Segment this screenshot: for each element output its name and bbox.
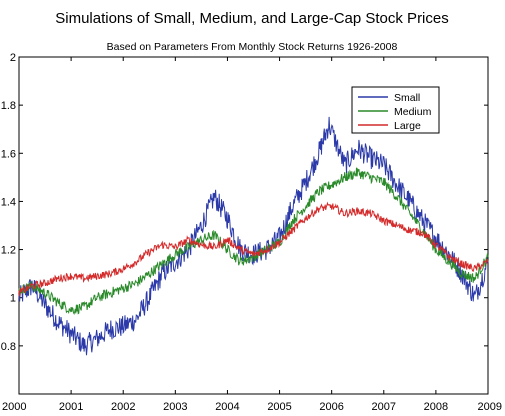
chart-title: Simulations of Small, Medium, and Large-…	[55, 10, 449, 27]
y-tick-label: 2	[10, 52, 16, 64]
y-tick-label: 0.8	[1, 341, 16, 353]
chart-subtitle: Based on Parameters From Monthly Stock R…	[107, 41, 398, 53]
legend-label-large: Large	[394, 120, 421, 132]
x-tick-label: 2003	[163, 401, 187, 413]
x-tick-label: 2005	[267, 401, 291, 413]
y-tick-label: 1	[10, 293, 16, 305]
x-tick-label: 2001	[59, 401, 83, 413]
x-tick-label: 2002	[111, 401, 135, 413]
x-axis: 2000 2001 2002 2003 2004 2005 2006 2007 2008 2009	[2, 57, 502, 413]
legend-label-small: Small	[394, 92, 420, 104]
y-axis: 0.8 1 1.2 1.4 1.6 1.8 2	[1, 52, 488, 353]
y-tick-label: 1.4	[1, 196, 16, 208]
x-tick-label: 2006	[319, 401, 343, 413]
series-line-small	[18, 116, 489, 356]
y-tick-label: 1.6	[1, 148, 16, 160]
legend-label-medium: Medium	[394, 106, 432, 118]
x-tick-label: 2008	[424, 401, 448, 413]
legend: Small Medium Large	[351, 86, 440, 134]
series-lines	[18, 116, 489, 356]
y-tick-label: 1.2	[1, 245, 16, 257]
x-tick-label: 2000	[2, 401, 26, 413]
x-tick-label: 2007	[372, 401, 396, 413]
series-line-large	[18, 201, 489, 297]
x-tick-label: 2004	[215, 401, 239, 413]
x-tick-label: 2009	[478, 401, 502, 413]
y-tick-label: 1.8	[1, 100, 16, 112]
